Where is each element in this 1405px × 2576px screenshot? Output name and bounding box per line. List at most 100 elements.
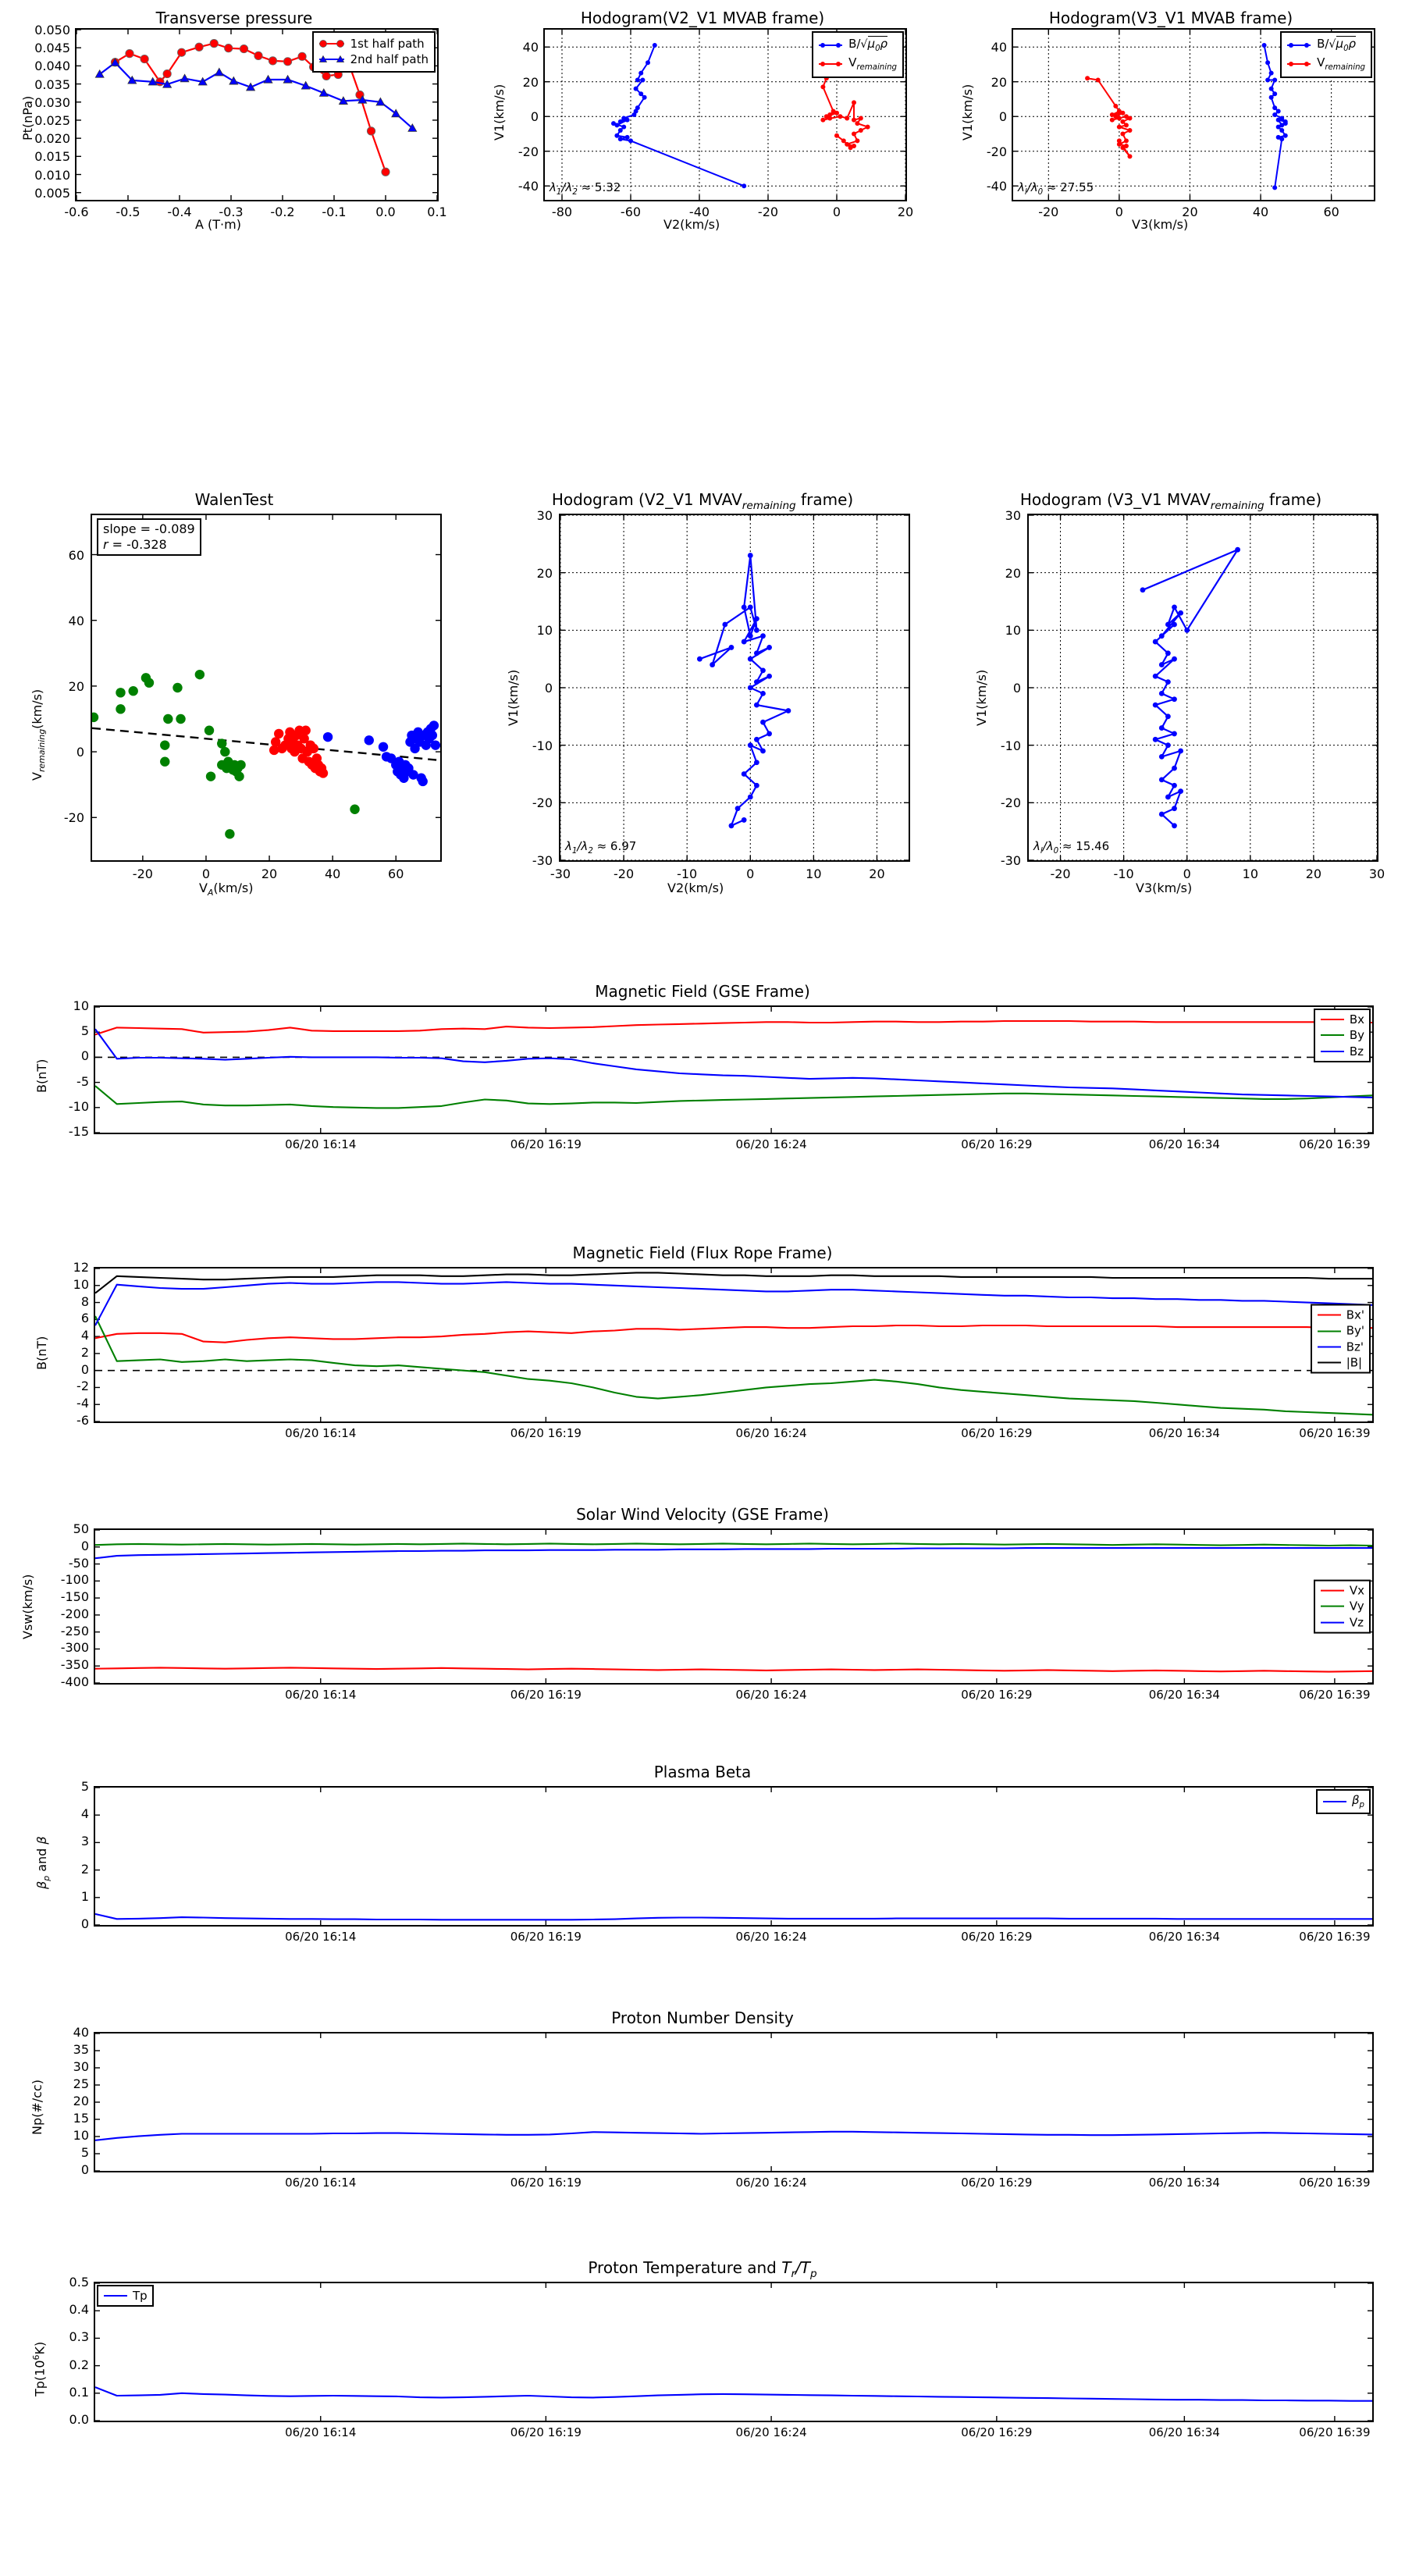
axis-tick-label: 06/20 16:24 [735, 1426, 807, 1440]
legend-row: Vy [1320, 1599, 1364, 1614]
mag-gse-timeseries [95, 1007, 1372, 1133]
axis-tick-label: 60 [1323, 205, 1339, 219]
legend-row: Vz [1320, 1614, 1364, 1630]
plasma-beta-timeseries [95, 1788, 1372, 1925]
axis-tick-label: 0 [201, 866, 211, 881]
axis-tick-label: 0 [530, 109, 539, 125]
panel-title: Hodogram(V2_V1 MVAB frame) [580, 9, 825, 27]
legend-label: Vx [1349, 1583, 1364, 1598]
axis-tick-label: 3 [80, 1834, 89, 1849]
legend-row: By [1320, 1027, 1364, 1043]
panel-title: Magnetic Field (GSE Frame) [595, 982, 810, 1001]
axis-tick-label: 20 [536, 565, 553, 581]
legend-line-bmag [1317, 1361, 1341, 1364]
legend-marker-v-remaining [819, 61, 843, 66]
axis-tick-label: 40 [324, 866, 341, 881]
legend-proton-temp: Tp [97, 2285, 154, 2307]
panel-plasma-beta: Plasma Beta βp βp and β 0 1 2 3 4 5 06/20 16:1… [0, 1760, 1405, 1971]
axis-tick-label: -0.5 [116, 205, 140, 219]
legend-row: Bz [1320, 1044, 1364, 1059]
legend-mag-fluxrope: Bx' By' Bz' |B| [1310, 1304, 1371, 1374]
axis-tick-label: 0.005 [34, 185, 70, 201]
legend-label: Tp [133, 2289, 148, 2303]
axis-tick-label: 10 [73, 998, 89, 1013]
legend-label: By [1349, 1028, 1364, 1043]
legend-row: |B| [1317, 1354, 1364, 1370]
y-axis-label: Tp(106K) [31, 2341, 48, 2396]
axis-tick-label: 5 [80, 1779, 89, 1794]
panel-title: Proton Number Density [611, 2008, 794, 2027]
legend-label: Bz [1349, 1044, 1364, 1059]
axis-tick-label: 10 [1005, 623, 1021, 639]
eigenvalue-ratio-annotation: λ1/λ2 ≈ 5.32 [550, 180, 621, 197]
axis-tick-label: 06/20 16:19 [510, 1137, 582, 1151]
axis-tick-label: -2 [76, 1379, 89, 1394]
axis-tick-label: -20 [518, 144, 539, 159]
axis-tick-label: -10 [677, 866, 698, 881]
axis-tick-label: 06/20 16:24 [735, 2425, 807, 2439]
axis-tick-label: 0.1 [427, 205, 447, 219]
eigenvalue-ratio-annotation: λ1/λ2 ≈ 6.97 [565, 839, 637, 856]
axis-tick-label: 0 [1012, 681, 1021, 696]
axis-tick-label: 0 [80, 1361, 89, 1377]
legend-label: 2nd half path [350, 52, 429, 67]
axis-tick-label: 06/20 16:24 [735, 1930, 807, 1944]
panel-title: Solar Wind Velocity (GSE Frame) [576, 1505, 829, 1524]
axis-tick-label: -20 [132, 866, 153, 881]
plot-frame: B/√μ0ρ Vremaining λl/λ0 ≈ 27.55 [1012, 28, 1375, 201]
axis-tick-label: -400 [60, 1674, 89, 1689]
panel-title: Proton Temperature and Tr/Tp [588, 2258, 817, 2280]
axis-tick-label: 10 [806, 866, 822, 881]
axis-tick-label: 0.035 [34, 76, 70, 92]
hodogram-v3v1-mvab-plot [1013, 30, 1374, 200]
axis-tick-label: -20 [1000, 795, 1021, 811]
panel-vsw-gse: Solar Wind Velocity (GSE Frame) Vx Vy Vz… [0, 1503, 1405, 1729]
axis-tick-label: -350 [60, 1657, 89, 1673]
legend-row: Vx [1320, 1583, 1364, 1599]
legend-row: B/√μ0ρ [1286, 36, 1365, 55]
panel-title: Plasma Beta [653, 1763, 752, 1781]
plot-frame: Vx Vy Vz [94, 1528, 1374, 1685]
legend-label: βp [1351, 1793, 1364, 1809]
y-axis-label: B(nT) [34, 1336, 49, 1370]
axis-tick-label: 30 [73, 2059, 89, 2074]
axis-tick-label: 06/20 16:14 [285, 1137, 357, 1151]
plot-frame: B/√μ0ρ Vremaining λ1/λ2 ≈ 5.32 [543, 28, 907, 201]
panel-proton-temp: Proton Temperature and Tr/Tp Tp Tp(106K)… [0, 2256, 1405, 2482]
axis-tick-label: 06/20 16:34 [1148, 1930, 1220, 1944]
panel-title: Hodogram (V2_V1 MVAVremaining frame) [551, 490, 854, 512]
hodogram-v3v1-mvav-plot [1029, 515, 1377, 860]
axis-tick-label: -0.6 [64, 205, 89, 219]
axis-tick-label: -0.1 [322, 205, 347, 219]
axis-tick-label: 06/20 16:14 [285, 2176, 357, 2190]
axis-tick-label: -15 [68, 1124, 89, 1139]
slope-value: slope = -0.089 [103, 521, 195, 536]
axis-tick-label: 10 [73, 2128, 89, 2143]
axis-tick-label: 0.3 [69, 2329, 89, 2345]
axis-tick-label: 5 [80, 1023, 89, 1039]
axis-tick-label: 06/20 16:29 [961, 1930, 1033, 1944]
axis-tick-label: -250 [60, 1623, 89, 1638]
legend-label: Vremaining [1317, 55, 1365, 72]
axis-tick-label: 12 [73, 1260, 89, 1275]
mag-fluxrope-timeseries [95, 1268, 1372, 1421]
axis-tick-label: 06/20 16:29 [961, 1426, 1033, 1440]
axis-tick-label: 30 [536, 508, 553, 523]
axis-tick-label: 06/20 16:29 [961, 1137, 1033, 1151]
panel-title: Magnetic Field (Flux Rope Frame) [572, 1244, 833, 1262]
panel-transverse-pressure: Transverse pressure 1st half path [0, 0, 468, 234]
eigenvalue-ratio-annotation: λl/λ0 ≈ 27.55 [1018, 180, 1094, 197]
axis-tick-label: -20 [986, 144, 1007, 159]
axis-tick-label: 60 [68, 547, 84, 563]
proton-temp-timeseries [95, 2283, 1372, 2421]
legend-row: 1st half path [318, 36, 429, 52]
axis-tick-label: 0 [746, 866, 755, 881]
axis-tick-label: 0.4 [69, 2302, 89, 2318]
axis-tick-label: -30 [532, 853, 553, 868]
axis-tick-label: 2 [80, 1344, 89, 1360]
axis-tick-label: -80 [551, 205, 573, 219]
legend-label: Vy [1349, 1599, 1364, 1614]
y-axis-label: V1(km/s) [492, 84, 507, 141]
axis-tick-label: -300 [60, 1640, 89, 1656]
hodogram-v2v1-mvab-plot [545, 30, 905, 200]
